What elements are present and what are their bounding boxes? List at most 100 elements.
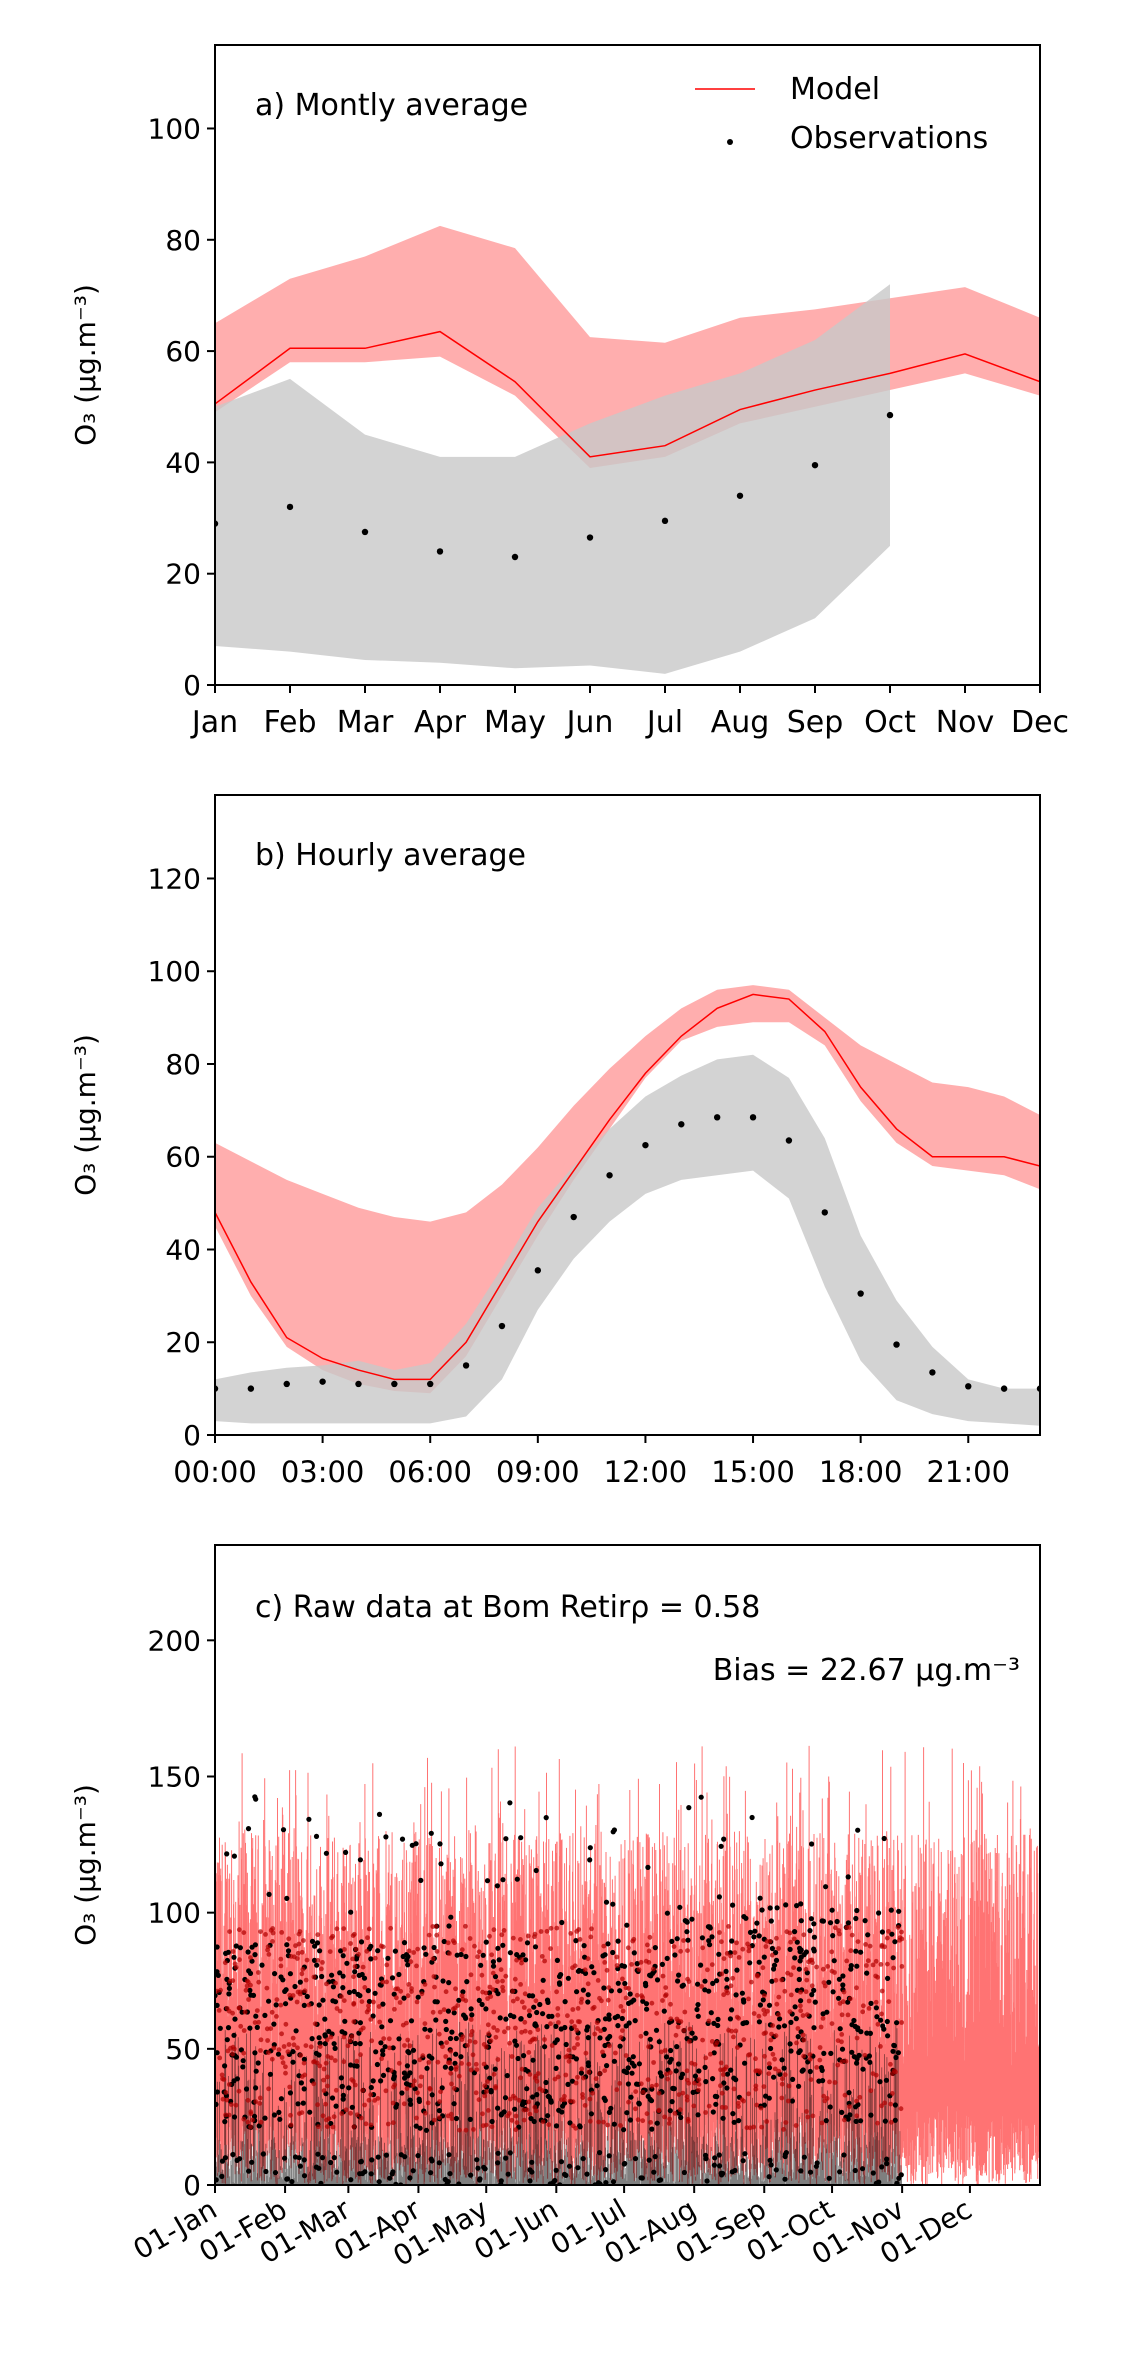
model-overlay-point — [316, 2124, 321, 2130]
observation-point — [562, 1999, 568, 2005]
model-overlay-point — [776, 1994, 782, 2000]
observation-point — [578, 2070, 585, 2076]
observation-point — [316, 2165, 322, 2171]
model-overlay-point — [801, 2037, 807, 2043]
model-overlay-point — [751, 2124, 757, 2130]
observation-point — [610, 2179, 617, 2185]
observation-point — [559, 2109, 565, 2115]
observation-point — [852, 2167, 858, 2174]
observation-point — [841, 2152, 847, 2158]
observation-point — [475, 2165, 481, 2171]
observation-point — [514, 1876, 520, 1882]
model-overlay-point — [381, 2036, 387, 2041]
observation-point — [630, 2054, 636, 2060]
model-overlay-point — [732, 1950, 738, 1955]
observation-point — [664, 1955, 670, 1961]
panel-b-xtick-label: 18:00 — [819, 1455, 903, 1489]
panel-c-ylabel: O₃ (μg.m⁻³) — [69, 1784, 102, 1946]
model-overlay-point — [345, 2043, 351, 2049]
observation-point — [431, 1944, 437, 1951]
observation-point — [724, 2085, 730, 2091]
observation-point — [892, 2102, 899, 2108]
observation-point — [427, 2027, 433, 2033]
observation-point — [495, 2160, 501, 2166]
model-overlay-point — [634, 1992, 640, 1998]
observation-point — [724, 2071, 731, 2077]
observation-point — [715, 2016, 721, 2022]
model-overlay-point — [400, 2022, 406, 2028]
observation-point — [495, 2105, 501, 2111]
panel-a-ytick-label: 40 — [165, 446, 201, 479]
panel-a-frame — [214, 44, 1041, 686]
model-overlay-point — [269, 2009, 275, 2015]
model-overlay-point — [747, 2125, 753, 2131]
model-overlay-point — [575, 2035, 580, 2041]
model-overlay-point — [699, 1984, 704, 1989]
observation-point — [375, 2154, 381, 2160]
model-overlay-point — [473, 2061, 479, 2067]
observation-point — [429, 2092, 435, 2098]
model-overlay-point — [660, 1998, 665, 2003]
observation-point — [651, 2169, 657, 2175]
model-overlay-point — [515, 1996, 520, 2002]
observation-point — [314, 1940, 321, 1946]
observation-point — [426, 2053, 432, 2059]
observation-point — [622, 1980, 628, 1987]
model-overlay-point — [709, 1962, 715, 1967]
observation-point — [416, 2098, 422, 2104]
model-overlay-point — [832, 1925, 838, 1931]
model-overlay-point — [769, 2031, 774, 2037]
model-overlay-point — [447, 1951, 452, 1956]
model-overlay-point — [268, 1927, 274, 1933]
model-overlay-point — [770, 2023, 775, 2028]
model-overlay-point — [392, 2082, 398, 2088]
observation-point — [543, 1815, 549, 1821]
observation-point — [340, 2096, 346, 2102]
observation-point — [580, 1987, 587, 1993]
observation-point — [534, 2101, 541, 2107]
model-overlay-point — [514, 2120, 520, 2126]
observation-point — [678, 1121, 685, 1128]
model-overlay-point — [448, 2070, 454, 2076]
model-overlay-point — [849, 1932, 855, 1938]
model-overlay-point — [682, 2009, 688, 2015]
model-overlay-point — [339, 1994, 344, 1999]
model-overlay-point — [835, 2062, 841, 2068]
observation-point — [357, 2171, 363, 2177]
observation-point — [342, 2018, 348, 2024]
model-overlay-point — [268, 2026, 274, 2031]
observation-point — [231, 2114, 238, 2120]
observation-point — [300, 2100, 306, 2106]
observation-point — [247, 2025, 253, 2031]
model-overlay-point — [572, 2024, 577, 2029]
observation-point — [661, 2008, 667, 2014]
model-overlay-point — [788, 1939, 793, 1945]
observation-point — [217, 2025, 223, 2031]
model-overlay-point — [352, 2082, 358, 2088]
model-overlay-point — [388, 2068, 394, 2073]
observation-point — [407, 2175, 413, 2181]
model-overlay-point — [868, 2088, 874, 2094]
model-overlay-point — [597, 2071, 603, 2077]
observation-point — [233, 2054, 240, 2060]
observation-point — [219, 2158, 226, 2164]
panel-a-xtick-label: Jan — [190, 705, 238, 740]
model-overlay-point — [459, 1947, 465, 1953]
observation-point — [383, 2152, 389, 2158]
observation-point — [553, 2167, 559, 2173]
model-overlay-point — [253, 2099, 259, 2105]
observation-point — [285, 1948, 292, 1954]
model-overlay-point — [295, 2045, 300, 2051]
observation-point — [674, 2044, 680, 2050]
model-overlay-point — [414, 1999, 420, 2005]
model-overlay-point — [803, 1966, 809, 1972]
model-overlay-point — [271, 2045, 277, 2051]
model-overlay-point — [264, 1985, 270, 1991]
observation-point — [553, 2023, 559, 2029]
observation-point — [795, 2034, 801, 2040]
observation-point — [247, 1987, 253, 1993]
model-overlay-point — [269, 2056, 275, 2062]
model-overlay-point — [480, 1989, 485, 1995]
model-overlay-point — [706, 2103, 712, 2109]
observation-point — [503, 2155, 509, 2161]
